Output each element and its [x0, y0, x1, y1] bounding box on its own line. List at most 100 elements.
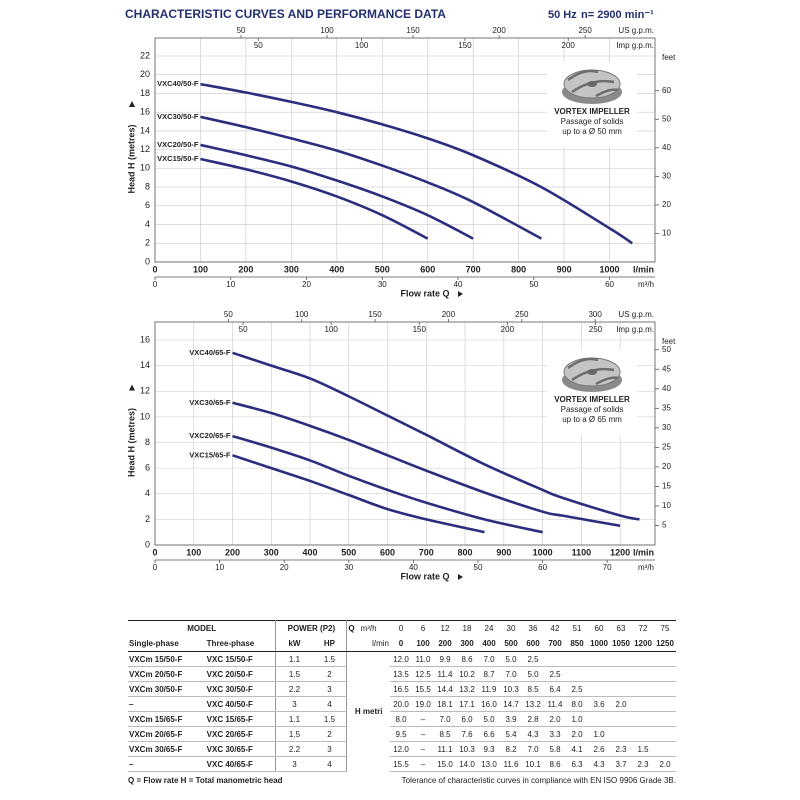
table-cell: 3.6 [588, 696, 610, 712]
table-cell [588, 711, 610, 727]
table-cell: 1.5 [632, 741, 654, 757]
table-cell [588, 666, 610, 682]
y2-label: feet [662, 337, 676, 346]
header-cell: 300 [456, 636, 478, 652]
y2-tick-label: 30 [662, 171, 671, 180]
table-row: VXCm 15/65-F VXC 15/65-F 1.1 1.5 8.0–7.0 6.0 5… [128, 711, 676, 727]
y-tick-label: 2 [145, 238, 150, 248]
table-cell: 16.5 [390, 681, 412, 697]
header-cell: MODEL [128, 620, 277, 636]
table-cell [632, 651, 654, 667]
secondary-tick-label: 10 [215, 563, 224, 572]
secondary-tick-label: 50 [224, 310, 233, 319]
header-cell: 30 [500, 620, 522, 636]
table-cell: 2.3 [632, 756, 654, 772]
y2-tick-label: 20 [662, 462, 671, 471]
secondary-tick-label: 60 [605, 280, 614, 289]
series-label: VXC30/65-F [189, 398, 231, 407]
table-cell: 2.3 [610, 741, 632, 757]
y-tick-label: 12 [140, 386, 150, 396]
table-cell: 16.0 [478, 696, 500, 712]
x-tick-label: 1200 [610, 547, 630, 557]
table-cell: 3.9 [500, 711, 522, 727]
table-cell: 1.5 [312, 651, 348, 667]
table-cell: 2.5 [522, 651, 544, 667]
table-cell: 6.3 [566, 756, 588, 772]
table-cell: 15.0 [434, 756, 456, 772]
header-cell: 850 [566, 636, 588, 652]
table-cell: 3.7 [610, 756, 632, 772]
table-cell: 7.0 [478, 651, 500, 667]
arrow [129, 384, 135, 391]
table-cell: 2.0 [566, 726, 588, 742]
table-cell: 1.1 [275, 711, 313, 727]
table-cell [632, 666, 654, 682]
y2-tick-label: 25 [662, 442, 671, 451]
series-line [200, 157, 429, 240]
table-cell: 5.4 [500, 726, 522, 742]
table-cell: 8.6 [544, 756, 566, 772]
y2-tick-label: 35 [662, 403, 671, 412]
y2-tick-label: 15 [662, 482, 671, 491]
table-cell: 2.2 [275, 741, 313, 757]
table-cell [588, 681, 610, 697]
table-cell: VXCm 20/65-F [128, 726, 206, 742]
table-cell [654, 651, 676, 667]
table-cell: 11.6 [500, 756, 522, 772]
table-cell: 1.5 [312, 711, 348, 727]
x-tick-label: 300 [264, 547, 279, 557]
y2-tick-label: 30 [662, 423, 671, 432]
table-cell: 10.3 [500, 681, 522, 697]
page-title: CHARACTERISTIC CURVES AND PERFORMANCE DA… [125, 7, 446, 21]
table-cell: 4.1 [566, 741, 588, 757]
y2-tick-label: 50 [662, 345, 671, 354]
series-label: VXC20/65-F [189, 431, 231, 440]
table-cell: VXC 40/50-F [205, 696, 277, 712]
table-cell: 11.9 [478, 681, 500, 697]
table-cell: 15.5 [412, 681, 434, 697]
table-cell: 8.0 [566, 696, 588, 712]
annotation: Passage of solids [561, 117, 624, 126]
y-tick-label: 10 [140, 411, 150, 421]
secondary-tick-label: 150 [458, 41, 472, 50]
table-cell: 10.2 [456, 666, 478, 682]
table-cell: VXC 40/65-F [205, 756, 277, 772]
secondary-axis-label: m³/h [638, 563, 654, 572]
table-cell: VXC 15/50-F [205, 651, 277, 667]
table-cell: VXCm 30/50-F [128, 681, 206, 697]
secondary-axis-label: m³/h [638, 280, 654, 289]
secondary-axis-label: US g.p.m. [618, 26, 654, 35]
table-cell: 19.0 [412, 696, 434, 712]
table-cell: 2 [312, 666, 348, 682]
y-tick-label: 20 [140, 69, 150, 79]
secondary-tick-label: 40 [454, 280, 463, 289]
x-unit: l/min [633, 264, 654, 274]
y-axis-title: Head H (metres) [126, 408, 136, 477]
table-cell [566, 666, 588, 682]
secondary-tick-label: 20 [280, 563, 289, 572]
y2-label: feet [662, 53, 676, 62]
y-tick-label: 12 [140, 144, 150, 154]
y-tick-label: 16 [140, 107, 150, 117]
y-axis-title: Head H (metres) [126, 124, 136, 193]
table-cell: 9.5 [390, 726, 412, 742]
series-label: VXC20/50-F [157, 140, 199, 149]
annotation: up to a Ø 65 mm [562, 415, 622, 424]
header-cell: 6 [412, 620, 434, 636]
table-row: VXCm 20/65-F VXC 20/65-F 1.5 2 9.5–8.5 7.6 6.6… [128, 726, 676, 742]
table-row: – VXC 40/50-F 3 4 20.0 19.0 18.1 17.1 16.0 14.7 13… [128, 696, 676, 712]
series-line [232, 351, 640, 521]
speed: n= 2900 min⁻¹ [581, 9, 654, 21]
table-cell: 2 [312, 726, 348, 742]
secondary-tick-label: 50 [474, 563, 483, 572]
table-row: VXCm 30/50-F VXC 30/50-F 2.2 3 16.5 15.5 14.4 1… [128, 681, 676, 697]
frequency: 50 Hz [548, 9, 577, 21]
secondary-tick-label: 250 [578, 26, 592, 35]
header-cell: 75 [654, 620, 676, 636]
y-tick-label: 16 [140, 334, 150, 344]
table-cell: 2.2 [275, 681, 313, 697]
table-cell: VXCm 20/50-F [128, 666, 206, 682]
table-cell: 4 [312, 756, 348, 772]
table-cell: VXC 20/50-F [205, 666, 277, 682]
